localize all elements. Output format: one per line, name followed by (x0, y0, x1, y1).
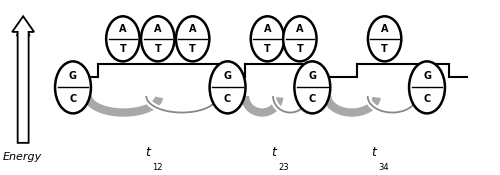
Text: G: G (224, 71, 232, 81)
Ellipse shape (210, 61, 246, 113)
Text: A: A (119, 24, 126, 34)
Ellipse shape (283, 16, 316, 61)
Text: A: A (296, 24, 304, 34)
Text: A: A (264, 24, 271, 34)
Text: T: T (154, 44, 161, 54)
Ellipse shape (55, 61, 91, 113)
Text: A: A (189, 24, 196, 34)
Text: T: T (190, 44, 196, 54)
Ellipse shape (106, 16, 140, 61)
Ellipse shape (141, 16, 174, 61)
Text: 34: 34 (378, 163, 389, 172)
Text: T: T (296, 44, 303, 54)
Text: C: C (424, 94, 430, 104)
Text: T: T (120, 44, 126, 54)
Text: 12: 12 (152, 163, 163, 172)
Text: A: A (381, 24, 388, 34)
Ellipse shape (409, 61, 445, 113)
Text: C: C (224, 94, 231, 104)
Text: t: t (146, 146, 150, 159)
Text: T: T (382, 44, 388, 54)
Ellipse shape (368, 16, 402, 61)
Text: C: C (308, 94, 316, 104)
Text: G: G (423, 71, 431, 81)
Text: C: C (70, 94, 76, 104)
Ellipse shape (176, 16, 210, 61)
Ellipse shape (250, 16, 284, 61)
Text: T: T (264, 44, 271, 54)
Text: A: A (154, 24, 162, 34)
Ellipse shape (294, 61, 330, 113)
FancyArrow shape (12, 16, 34, 143)
Text: Energy: Energy (3, 152, 42, 162)
Text: G: G (308, 71, 316, 81)
Text: 23: 23 (278, 163, 289, 172)
Text: t: t (371, 146, 376, 159)
Text: t: t (272, 146, 276, 159)
Text: G: G (69, 71, 77, 81)
